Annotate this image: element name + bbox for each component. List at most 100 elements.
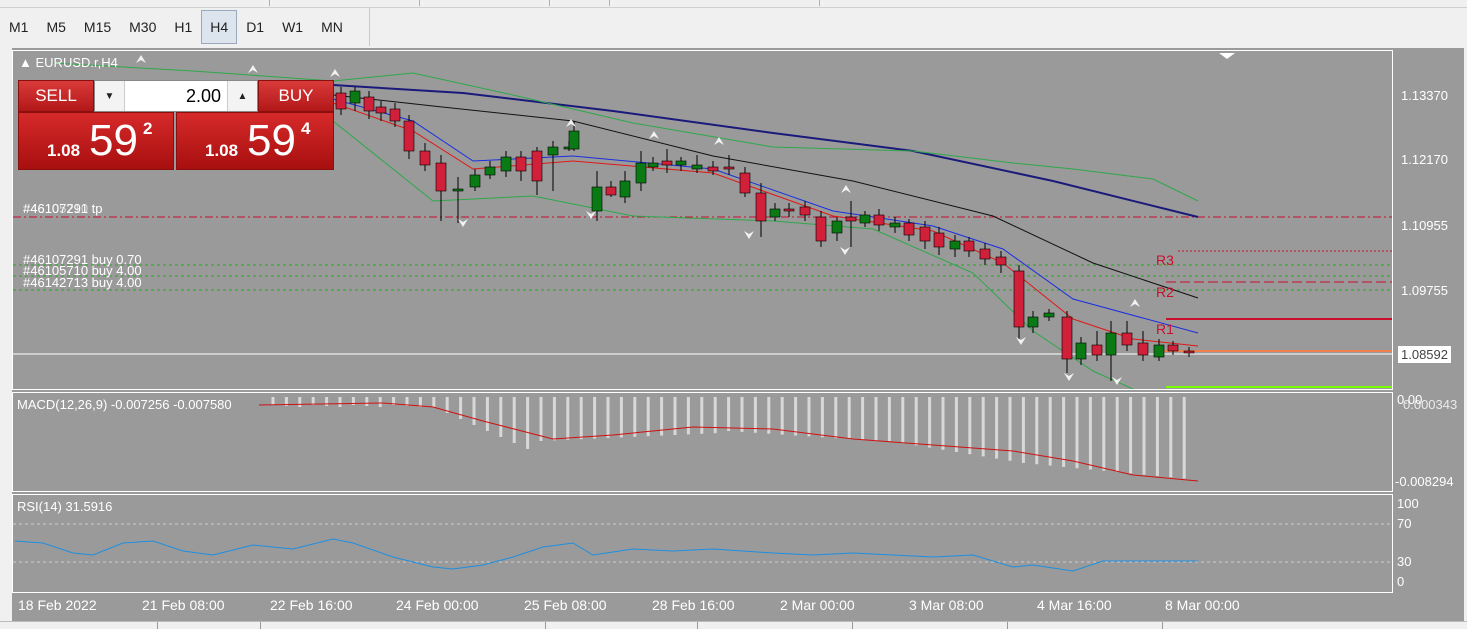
timeframe-h1-button[interactable]: H1 xyxy=(174,19,193,35)
fractal-up-icon xyxy=(330,69,340,77)
volume-control: ▼ ▲ xyxy=(94,80,258,112)
timeframe-m30-button[interactable]: M30 xyxy=(129,19,157,35)
ma-red-line xyxy=(332,102,1199,347)
candle-body xyxy=(783,208,795,212)
rsi-axis: 100 70 30 0 xyxy=(1393,494,1464,593)
timeframe-h4-button[interactable]: H4 xyxy=(201,10,238,44)
candle-body xyxy=(845,216,857,222)
bottom-tab-strip xyxy=(0,621,1467,629)
candle-body xyxy=(723,166,735,170)
order-line-1-label[interactable]: #46107291 buy 0.70 xyxy=(23,252,142,267)
rsi-chart-svg xyxy=(13,523,1392,572)
fractal-down-icon xyxy=(458,219,468,227)
timeframe-mn-button[interactable]: MN xyxy=(321,19,343,35)
fractal-down-icon xyxy=(744,231,754,239)
price-axis[interactable]: 1.13370 1.12170 1.10955 1.09755 1.08592 xyxy=(1393,50,1464,390)
candle-body xyxy=(568,130,580,150)
symbol-label: EURUSD.r,H4 xyxy=(35,55,118,70)
chart-shift-icon xyxy=(1219,53,1235,59)
time-tick: 28 Feb 16:00 xyxy=(652,597,735,613)
candle-body xyxy=(1091,344,1103,356)
candle-body xyxy=(515,156,527,172)
candle-body xyxy=(903,222,915,236)
fractal-up-icon xyxy=(841,185,851,193)
timeframe-m5-button[interactable]: M5 xyxy=(46,19,66,35)
sell-price-sup: 2 xyxy=(143,119,153,138)
ma-black-line xyxy=(332,94,1199,299)
candle-body xyxy=(815,216,827,242)
candle-body xyxy=(531,150,543,182)
candle-body xyxy=(1027,316,1039,328)
order-line-3-label[interactable]: #46142713 buy 4.00 xyxy=(23,275,142,290)
candle-body xyxy=(949,240,961,250)
candle-body xyxy=(1137,342,1149,356)
timeframe-m15-button[interactable]: M15 xyxy=(83,19,112,35)
macd-pane[interactable]: MACD(12,26,9) -0.007256 -0.007580 xyxy=(12,392,1393,492)
time-tick: 4 Mar 16:00 xyxy=(1037,597,1112,613)
top-toolbar-strip xyxy=(0,0,1467,8)
volume-decrease-icon[interactable]: ▼ xyxy=(95,81,125,111)
rsi-pane[interactable]: RSI(14) 31.5916 xyxy=(12,494,1393,593)
timeframe-w1-button[interactable]: W1 xyxy=(282,19,304,35)
candle-body xyxy=(1167,344,1179,352)
candle-body xyxy=(591,186,603,212)
candle-body xyxy=(335,92,347,110)
order-tp-text: #46107291 tp xyxy=(23,201,103,216)
macd-tick: -0.008294 xyxy=(1395,474,1454,489)
candle-body xyxy=(1153,344,1165,358)
collapse-arrow-icon[interactable]: ▲ xyxy=(19,55,32,70)
order-tp-label[interactable]: #46107291 tp xyxy=(23,201,103,216)
buy-price-sup: 4 xyxy=(301,119,311,138)
candle-body xyxy=(375,106,387,114)
chart-window[interactable]: ▲ EURUSD.r,H4 SELL ▼ ▲ BUY 1.08 59 2 xyxy=(12,48,1464,621)
candle-body xyxy=(1183,350,1195,354)
candle-body xyxy=(919,226,931,242)
candle-body xyxy=(933,232,945,248)
candle-body xyxy=(675,160,687,166)
sell-price-prefix: 1.08 xyxy=(47,141,81,160)
volume-increase-icon[interactable]: ▲ xyxy=(227,81,257,111)
chart-symbol-title[interactable]: ▲ EURUSD.r,H4 xyxy=(19,55,118,70)
buy-price-button[interactable]: 1.08 59 4 xyxy=(176,112,334,170)
current-price-tag: 1.08592 xyxy=(1397,345,1452,364)
time-tick: 3 Mar 08:00 xyxy=(909,597,984,613)
candle-body xyxy=(661,160,673,166)
macd-chart-svg xyxy=(258,397,1199,482)
sell-price-main: 59 xyxy=(89,116,138,165)
candle-body xyxy=(963,240,975,252)
buy-button[interactable]: BUY xyxy=(258,80,334,112)
time-tick: 22 Feb 16:00 xyxy=(270,597,353,613)
timeframe-m1-button[interactable]: M1 xyxy=(9,19,29,35)
candle-body xyxy=(831,220,843,234)
candle-body xyxy=(889,222,901,228)
candle-body xyxy=(995,256,1007,266)
candle-body xyxy=(363,96,375,112)
fractal-down-icon xyxy=(840,247,850,255)
price-tick: 1.10955 xyxy=(1401,218,1448,233)
sell-price-button[interactable]: 1.08 59 2 xyxy=(18,112,174,170)
rsi-tick: 70 xyxy=(1397,516,1412,531)
macd-title: MACD(12,26,9) -0.007256 -0.007580 xyxy=(17,397,232,412)
time-axis[interactable]: 18 Feb 2022 21 Feb 08:00 22 Feb 16:00 24 Fe… xyxy=(12,593,1393,621)
order-line-2-label[interactable]: #46105710 buy 4.00 xyxy=(23,263,142,278)
candle-body xyxy=(755,192,767,222)
one-click-trading-panel: SELL ▼ ▲ BUY 1.08 59 2 1.08 59 4 xyxy=(18,80,334,170)
candle-body xyxy=(1043,312,1055,318)
macd-signal-line xyxy=(258,402,1199,482)
rsi-title: RSI(14) 31.5916 xyxy=(17,499,113,514)
time-tick: 25 Feb 08:00 xyxy=(524,597,607,613)
candle-body xyxy=(619,180,631,198)
rsi-tick: 100 xyxy=(1397,496,1419,511)
sell-button[interactable]: SELL xyxy=(18,80,94,112)
candle-body xyxy=(403,120,415,152)
bollinger-upper-line xyxy=(52,62,1199,202)
volume-input[interactable] xyxy=(125,81,227,111)
order-tp-overlay: #46105710 xyxy=(23,201,89,216)
timeframe-d1-button[interactable]: D1 xyxy=(246,19,265,35)
candle-body xyxy=(500,156,512,172)
candle-body xyxy=(1013,270,1025,328)
candle-body xyxy=(769,208,781,218)
candle-body xyxy=(435,162,447,192)
price-tick: 1.13370 xyxy=(1401,88,1448,103)
price-pane[interactable]: ▲ EURUSD.r,H4 SELL ▼ ▲ BUY 1.08 59 2 xyxy=(12,50,1393,390)
